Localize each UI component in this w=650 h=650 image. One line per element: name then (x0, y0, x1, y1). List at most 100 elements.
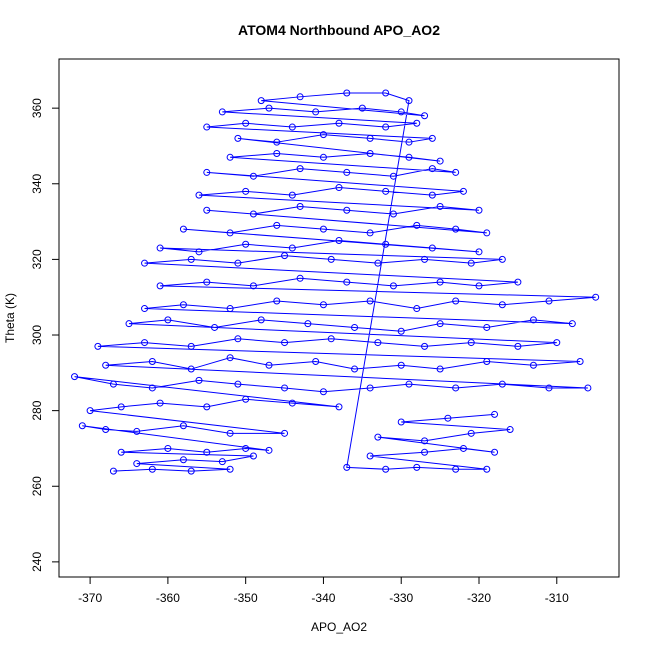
data-point (389, 172, 397, 180)
y-tick-label: 280 (30, 400, 44, 420)
data-point (296, 202, 304, 210)
data-point (382, 465, 390, 473)
data-point (109, 467, 117, 475)
data-point (273, 221, 281, 229)
x-tick-label: -340 (311, 591, 335, 605)
data-point (343, 168, 351, 176)
data-point (319, 131, 327, 139)
y-tick-label: 300 (30, 325, 44, 345)
data-point (475, 282, 483, 290)
data-point (226, 229, 234, 237)
data-point (319, 388, 327, 396)
data-point (374, 259, 382, 267)
data-point (382, 123, 390, 131)
data-point (366, 134, 374, 142)
data-point (179, 301, 187, 309)
data-point (436, 157, 444, 165)
data-point (226, 305, 234, 313)
data-point (288, 244, 296, 252)
data-point (242, 240, 250, 248)
x-tick-label: -320 (467, 591, 491, 605)
y-axis: 240 260 280 300 320 340 360 (30, 98, 59, 572)
data-point (421, 448, 429, 456)
data-point (187, 365, 195, 373)
data-point (366, 384, 374, 392)
data-point (203, 403, 211, 411)
data-point (483, 465, 491, 473)
data-point (498, 255, 506, 263)
data-point (421, 342, 429, 350)
chart-title: ATOM4 Northbound APO_AO2 (238, 22, 440, 38)
data-point (397, 108, 405, 116)
x-tick-label: -330 (389, 591, 413, 605)
data-point (257, 97, 265, 105)
data-point (483, 357, 491, 365)
data-point (413, 305, 421, 313)
data-point (459, 444, 467, 452)
data-point (351, 323, 359, 331)
data-point (374, 433, 382, 441)
data-points (71, 89, 600, 475)
data-point (428, 244, 436, 252)
data-point (335, 184, 343, 192)
data-point (366, 297, 374, 305)
data-point (514, 278, 522, 286)
data-point (211, 323, 219, 331)
data-point (78, 422, 86, 430)
data-point (529, 361, 537, 369)
data-point (203, 278, 211, 286)
data-point (498, 301, 506, 309)
data-point (335, 236, 343, 244)
data-point (491, 410, 499, 418)
data-point (273, 297, 281, 305)
data-point (203, 123, 211, 131)
data-point (187, 467, 195, 475)
data-point (226, 153, 234, 161)
data-point (389, 282, 397, 290)
data-point (436, 202, 444, 210)
y-tick-label: 340 (30, 173, 44, 193)
data-point (405, 153, 413, 161)
data-point (242, 395, 250, 403)
y-tick-label: 260 (30, 476, 44, 496)
data-point (452, 168, 460, 176)
data-point (94, 342, 102, 350)
data-point (296, 274, 304, 282)
data-point (428, 191, 436, 199)
data-point (421, 437, 429, 445)
data-point (397, 361, 405, 369)
data-point (249, 172, 257, 180)
data-point (452, 465, 460, 473)
data-point (265, 104, 273, 112)
data-point (498, 380, 506, 388)
data-point (281, 429, 289, 437)
data-point (343, 206, 351, 214)
data-point (335, 403, 343, 411)
data-point (592, 293, 600, 301)
data-point (351, 365, 359, 373)
data-point (288, 191, 296, 199)
data-point (459, 187, 467, 195)
data-point (382, 187, 390, 195)
x-axis: -370 -360 -350 -340 -330 -320 -310 (78, 577, 569, 605)
data-point (397, 327, 405, 335)
data-point (288, 399, 296, 407)
data-point (242, 187, 250, 195)
data-point (529, 316, 537, 324)
data-point (109, 380, 117, 388)
data-point (506, 426, 514, 434)
data-point (156, 282, 164, 290)
data-point (148, 357, 156, 365)
data-point (203, 206, 211, 214)
plot-area (58, 58, 620, 578)
data-point (452, 225, 460, 233)
data-point (141, 259, 149, 267)
data-point (576, 357, 584, 365)
data-point (382, 89, 390, 97)
data-point (319, 225, 327, 233)
data-point (405, 380, 413, 388)
data-point (382, 240, 390, 248)
x-tick-label: -360 (156, 591, 180, 605)
data-point (343, 278, 351, 286)
data-point (436, 320, 444, 328)
